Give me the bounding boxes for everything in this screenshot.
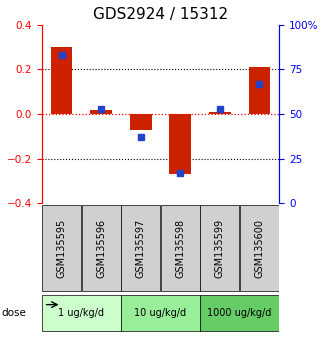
Text: GSM135596: GSM135596 [96, 218, 106, 278]
Bar [130, 114, 152, 130]
Text: 1 ug/kg/d: 1 ug/kg/d [58, 308, 104, 318]
FancyBboxPatch shape [121, 295, 200, 331]
Bar [169, 114, 191, 175]
FancyBboxPatch shape [42, 295, 120, 331]
FancyBboxPatch shape [240, 205, 279, 291]
Text: GSM135599: GSM135599 [215, 218, 225, 278]
Bar [248, 67, 270, 114]
Text: GSM135600: GSM135600 [255, 218, 265, 278]
Bar [209, 112, 231, 114]
Text: dose: dose [2, 308, 26, 318]
FancyBboxPatch shape [82, 205, 120, 291]
Text: 10 ug/kg/d: 10 ug/kg/d [134, 308, 187, 318]
FancyBboxPatch shape [42, 205, 81, 291]
Bar [90, 110, 112, 114]
FancyBboxPatch shape [161, 205, 200, 291]
FancyBboxPatch shape [201, 205, 239, 291]
Bar [51, 47, 73, 114]
Text: GSM135597: GSM135597 [136, 218, 146, 278]
Text: GSM135595: GSM135595 [56, 218, 66, 278]
Text: 1000 ug/kg/d: 1000 ug/kg/d [207, 308, 272, 318]
FancyBboxPatch shape [121, 205, 160, 291]
FancyBboxPatch shape [201, 295, 279, 331]
Text: GSM135598: GSM135598 [175, 218, 185, 278]
Title: GDS2924 / 15312: GDS2924 / 15312 [93, 7, 228, 22]
